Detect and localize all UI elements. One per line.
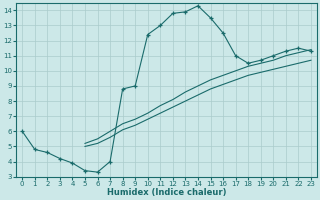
X-axis label: Humidex (Indice chaleur): Humidex (Indice chaleur) [107,188,226,197]
